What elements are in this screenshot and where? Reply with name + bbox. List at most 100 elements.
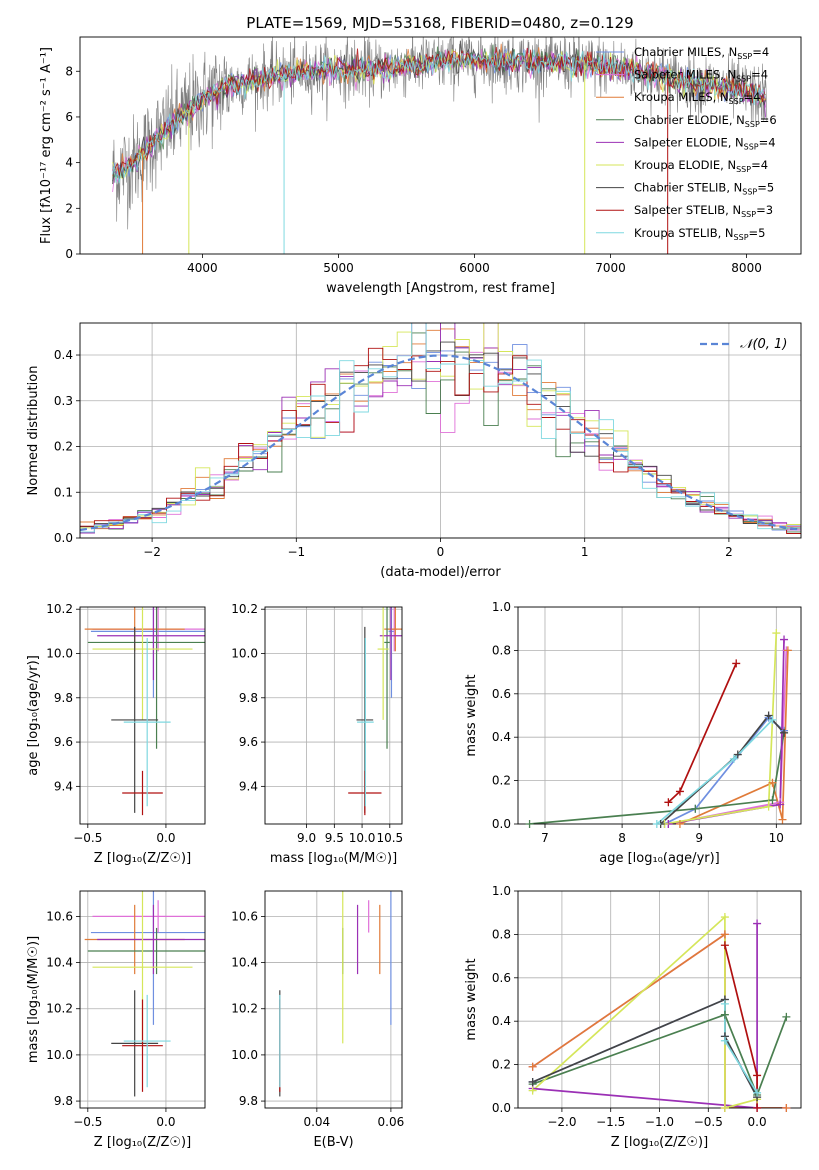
y-tick-label: 10.6 (46, 909, 73, 923)
y-tick-label: 10.0 (231, 647, 258, 661)
y-tick-label: 8 (65, 64, 73, 78)
weight-line-4 (532, 923, 758, 1108)
figure-title: PLATE=1569, MJD=53168, FIBERID=0480, z=0… (246, 14, 633, 32)
x-tick-label: 7000 (595, 261, 626, 275)
x-axis-label: Z [log₁₀(Z/Z☉)] (94, 851, 191, 866)
x-tick-label: −2.0 (547, 1115, 576, 1129)
weight-marker (778, 815, 787, 824)
y-tick-label: 10.4 (231, 956, 258, 970)
weight-marker (720, 1104, 729, 1112)
weight-marker (720, 913, 729, 922)
weight-marker (764, 802, 773, 811)
model-fit-line-8 (112, 49, 767, 184)
histogram-5 (80, 323, 801, 530)
weight-marker (525, 820, 534, 828)
weight-marker (753, 1071, 762, 1080)
errorbar-point-3 (87, 607, 205, 749)
weight-marker (720, 1036, 729, 1045)
normal-reference-curve (80, 354, 801, 532)
plot-area (265, 607, 402, 824)
errorbar-point-1 (92, 900, 205, 933)
histogram-8 (80, 323, 801, 533)
weight-marker (732, 659, 741, 668)
legend-label-7: Salpeter STELIB, NSSP=3 (634, 203, 773, 219)
weight-marker (720, 1010, 729, 1019)
x-tick-label: 8000 (731, 261, 762, 275)
x-tick-label: −1.5 (596, 1115, 625, 1129)
y-tick-label: 0.6 (492, 971, 511, 985)
axes-frame (79, 36, 802, 255)
weight-marker (528, 1086, 537, 1095)
y-axis-label: Normed distribution (26, 366, 41, 496)
y-tick-label: 1.0 (492, 600, 511, 614)
y-tick-label: 0.4 (492, 1014, 511, 1028)
y-tick-label: 0.1 (54, 485, 73, 499)
axes-frame (79, 606, 206, 825)
weight-marker (528, 1062, 537, 1071)
weight-line-4 (668, 639, 785, 824)
errorbar-point-3 (87, 927, 205, 975)
weight-marker (720, 930, 729, 939)
y-tick-label: 2 (65, 201, 73, 215)
errorbar-point-8 (123, 994, 171, 1088)
legend-label-3: Chabrier ELODIE, NSSP=6 (634, 113, 777, 129)
y-tick-label: 10.2 (231, 602, 258, 616)
legend-label-8: Kroupa STELIB, NSSP=5 (634, 226, 765, 242)
y-tick-label: 9.6 (239, 735, 258, 749)
x-tick-label: 8 (618, 831, 626, 845)
errorbar-point-6 (111, 626, 159, 813)
panel-weight-vs-Z: −2.0 −1.5 −1.0 −0.5 0.0 0.0 0.2 0.4 0.6 0.8 1.0 Z [… (464, 884, 802, 1150)
y-tick-label: 0.8 (492, 927, 511, 941)
y-tick-label: 0.3 (54, 394, 73, 408)
errorbar-point-4 (97, 904, 205, 975)
weight-marker (780, 635, 789, 644)
y-tick-label: 9.8 (54, 1094, 73, 1108)
y-tick-label: 10.4 (46, 956, 73, 970)
legend-label-4: Salpeter ELODIE, NSSP=4 (634, 135, 776, 151)
y-tick-label: 10.0 (46, 1048, 73, 1062)
weight-marker (782, 1012, 791, 1021)
weight-marker (720, 941, 729, 950)
plot-area (80, 323, 801, 538)
y-axis-label: Flux [fλ10⁻¹⁷ erg cm⁻² s⁻¹ A⁻¹] (39, 47, 54, 244)
errorbar-point-8 (123, 638, 171, 807)
weight-marker (780, 728, 789, 737)
x-axis-label: Z [log₁₀(Z/Z☉)] (611, 1135, 708, 1150)
y-tick-label: 9.8 (54, 691, 73, 705)
y-tick-label: 0.8 (492, 643, 511, 657)
panel-spectrum: 4000 5000 6000 7000 8000 0 2 4 6 8 wavelength [Ang… (39, 36, 802, 296)
histogram-3 (80, 332, 801, 534)
weight-marker (753, 919, 762, 928)
errorbar-point-7 (122, 999, 163, 1092)
errorbar-point-6 (111, 990, 159, 1097)
panel-age-vs-Z: −0.5 0.0 9.4 9.6 9.8 10.0 10.2 Z [log₁₀(Z/Z☉)] a… (26, 602, 206, 866)
y-tick-label: 0.2 (492, 1058, 511, 1072)
axes-frame (264, 890, 403, 1109)
chart-layer: 4000 5000 6000 7000 8000 0 2 4 6 8 wavelength [Ang… (26, 36, 802, 1150)
errorbar-point-5 (92, 607, 193, 720)
y-tick-label: 0.6 (492, 687, 511, 701)
panel-mass-vs-Z: −0.5 0.0 9.8 10.0 10.2 10.4 10.6 Z [log₁₀(Z/Z☉)… (26, 890, 206, 1150)
weight-marker (768, 778, 777, 787)
legend-label-2: Kroupa MILES, NSSP=4 (634, 90, 760, 106)
x-tick-label: −0.5 (73, 831, 102, 845)
weight-marker (764, 711, 773, 720)
y-axis-label: mass weight (464, 674, 479, 756)
weight-marker (776, 800, 785, 809)
x-tick-label: −0.5 (694, 1115, 723, 1129)
weight-marker (691, 804, 700, 813)
y-tick-label: 10.0 (231, 1048, 258, 1062)
x-axis-label: (data-model)/error (380, 565, 501, 580)
x-tick-label: 0.06 (378, 1115, 405, 1129)
y-tick-label: 10.2 (46, 602, 73, 616)
y-tick-label: 0.4 (492, 730, 511, 744)
weight-marker (753, 1104, 762, 1112)
x-axis-label: Z [log₁₀(Z/Z☉)] (94, 1135, 191, 1150)
axes-frame (79, 322, 802, 539)
legend-label-0: Chabrier MILES, NSSP=4 (634, 45, 769, 61)
weight-marker (783, 646, 792, 655)
axes-frame (79, 890, 206, 1109)
y-tick-label: 10.6 (231, 909, 258, 923)
weight-line-3 (529, 732, 785, 824)
